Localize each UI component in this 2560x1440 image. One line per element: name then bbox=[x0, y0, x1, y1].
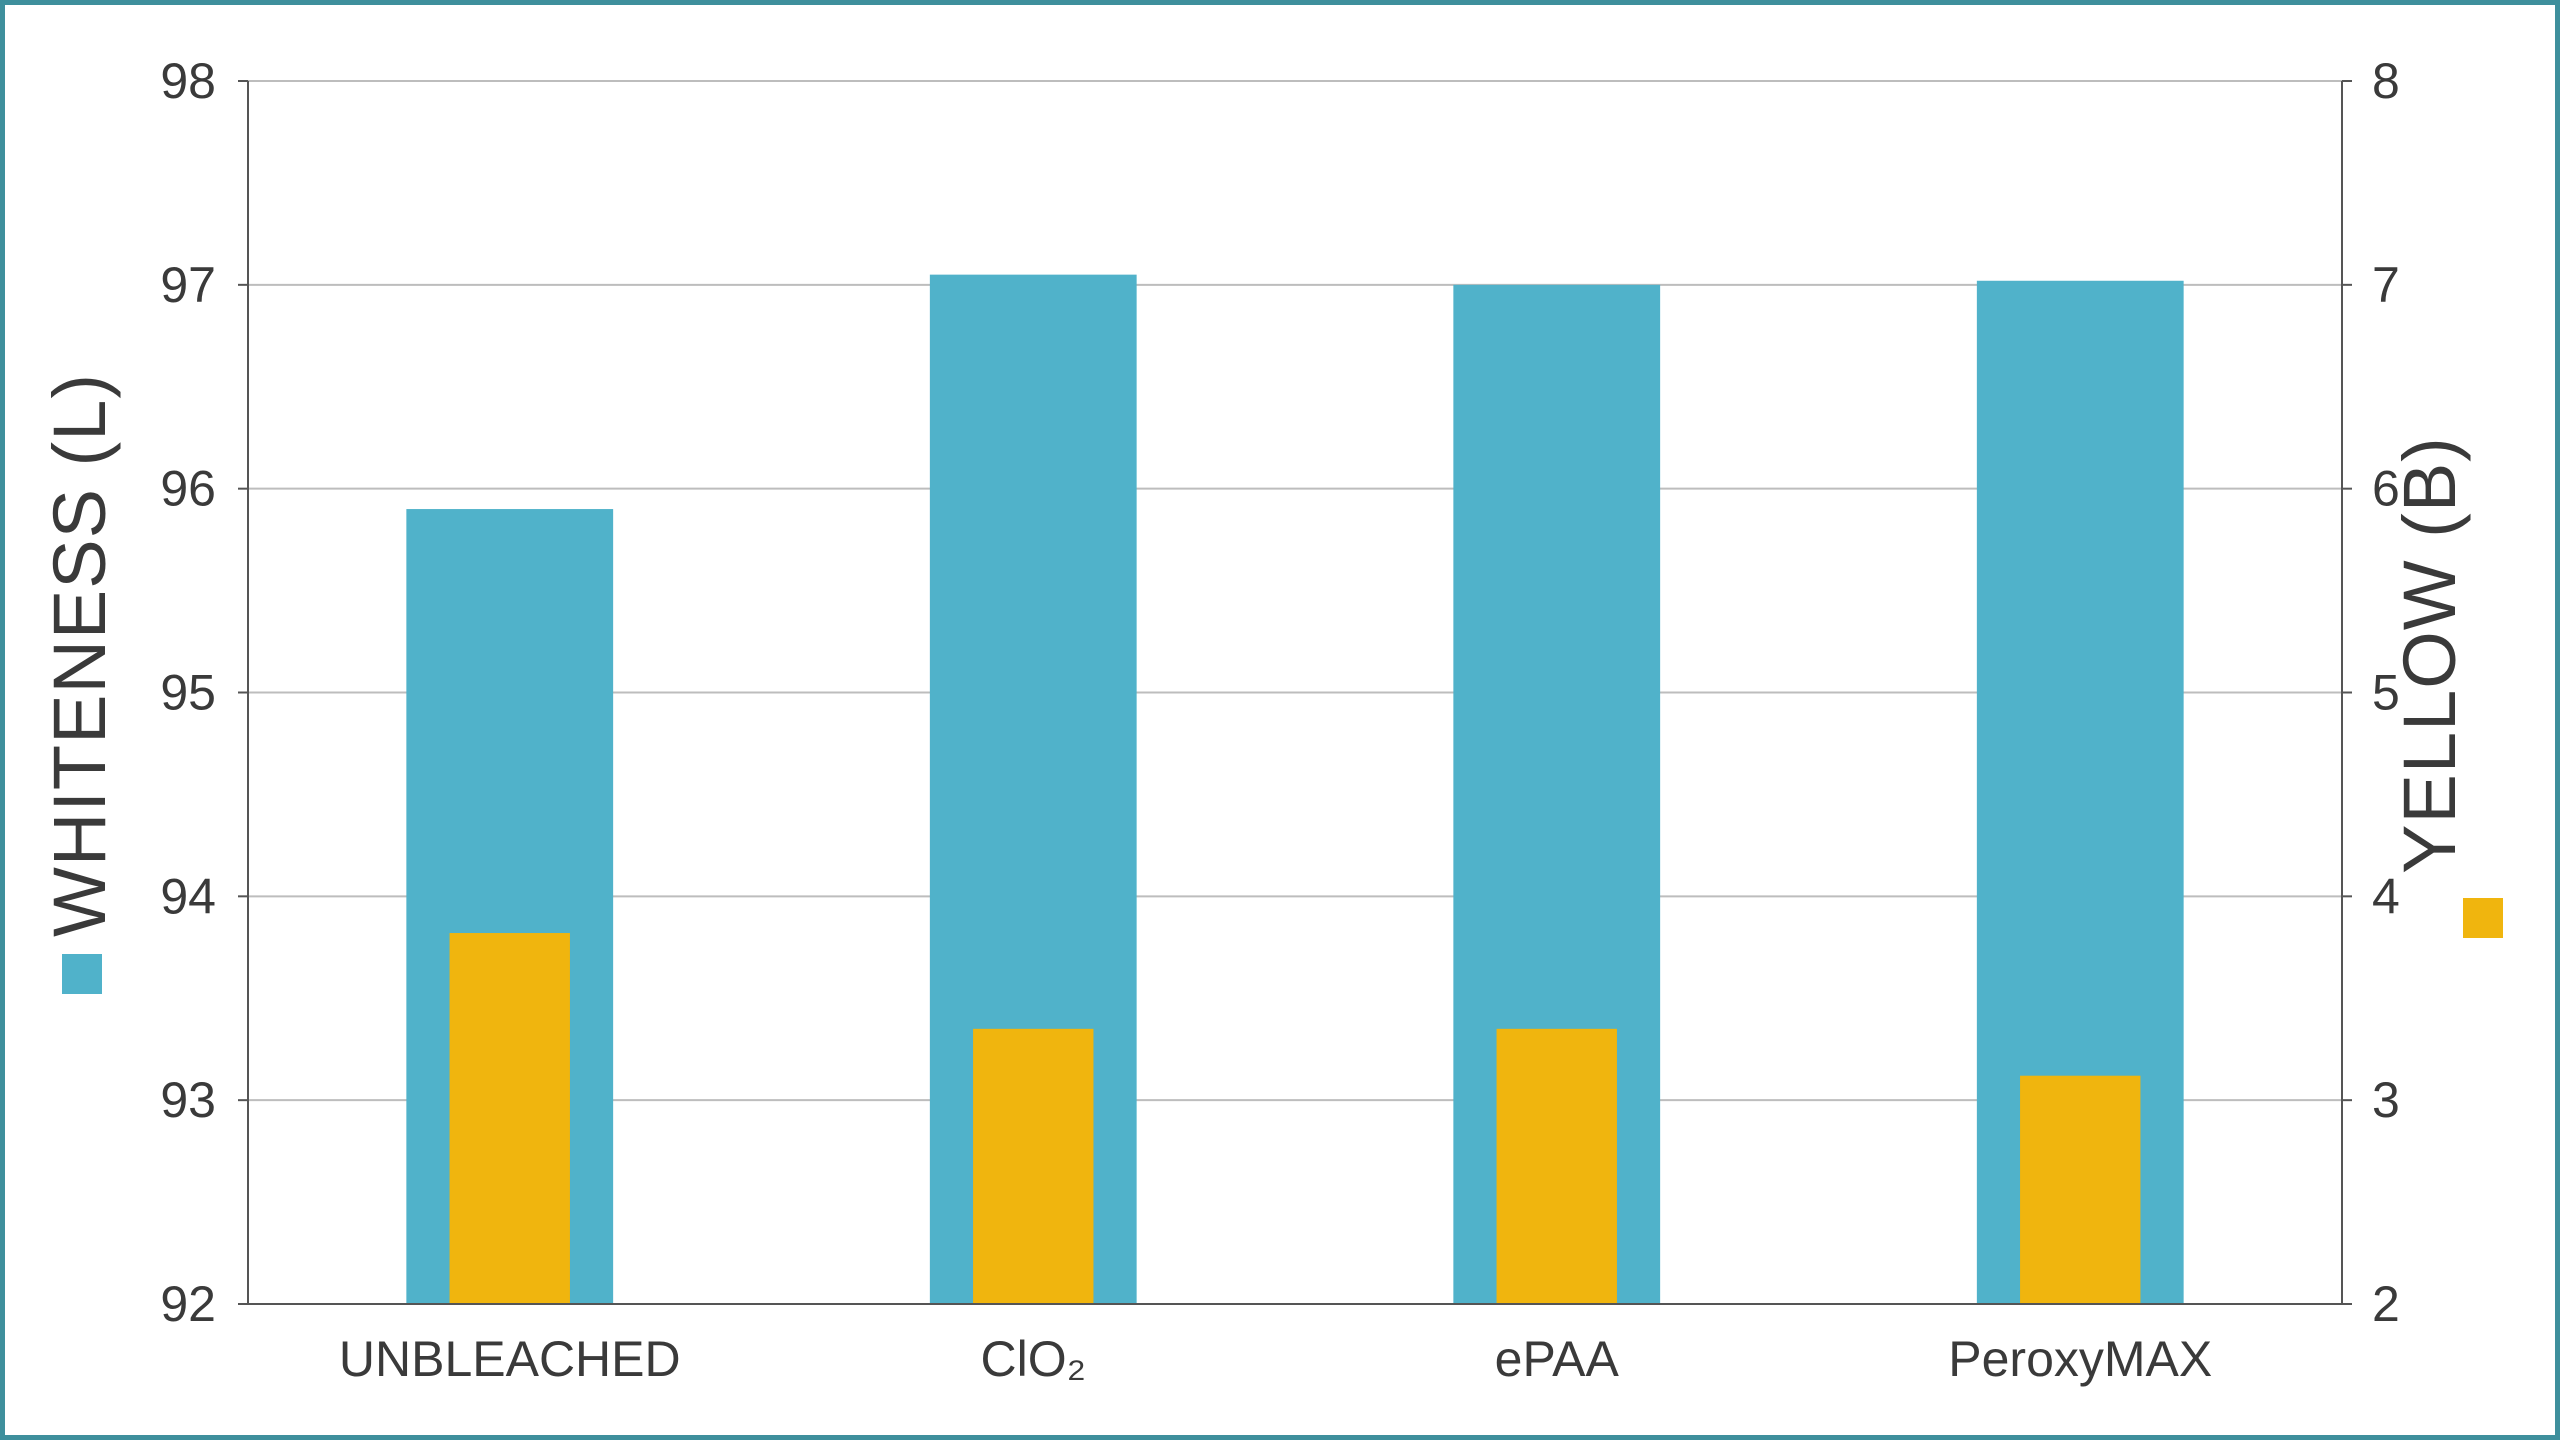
tick-labels: 92 93 94 95 96 97 98 2 3 4 5 6 7 8 UNBLEACHED ClO₂ ePAA P… bbox=[160, 53, 2399, 1387]
left-tick-label: 94 bbox=[160, 868, 216, 924]
right-tick-label: 2 bbox=[2372, 1276, 2400, 1332]
category-label: PeroxyMAX bbox=[1948, 1331, 2212, 1387]
left-axis-title: WHITENESS (L) bbox=[38, 373, 121, 937]
left-tick-label: 98 bbox=[160, 53, 216, 109]
right-tick-label: 3 bbox=[2372, 1072, 2400, 1128]
right-axis-title: YELLOW (B) bbox=[2388, 436, 2471, 874]
category-label: ClO₂ bbox=[980, 1331, 1086, 1387]
category-label: UNBLEACHED bbox=[339, 1331, 681, 1387]
yellow-bar bbox=[973, 1028, 1094, 1304]
right-tick-label: 4 bbox=[2372, 868, 2400, 924]
right-tick-label: 6 bbox=[2372, 461, 2400, 517]
yellow-legend-swatch bbox=[2463, 898, 2503, 938]
left-tick-label: 95 bbox=[160, 665, 216, 721]
bars bbox=[406, 274, 2184, 1305]
category-label: ePAA bbox=[1495, 1331, 1620, 1387]
yellow-bar bbox=[1496, 1028, 1617, 1304]
whiteness-legend-swatch bbox=[62, 954, 102, 994]
left-tick-label: 93 bbox=[160, 1072, 216, 1128]
right-tick-label: 8 bbox=[2372, 53, 2400, 109]
right-axis-title-group: YELLOW (B) bbox=[2388, 436, 2471, 874]
left-tick-label: 97 bbox=[160, 257, 216, 313]
yellow-bar bbox=[449, 933, 570, 1304]
right-tick-label: 5 bbox=[2372, 665, 2400, 721]
left-axis-title-group: WHITENESS (L) bbox=[38, 373, 121, 937]
yellow-bar bbox=[2020, 1075, 2141, 1304]
right-tick-label: 7 bbox=[2372, 257, 2400, 313]
left-tick-label: 92 bbox=[160, 1276, 216, 1332]
axes bbox=[238, 80, 2352, 1305]
left-tick-label: 96 bbox=[160, 461, 216, 517]
